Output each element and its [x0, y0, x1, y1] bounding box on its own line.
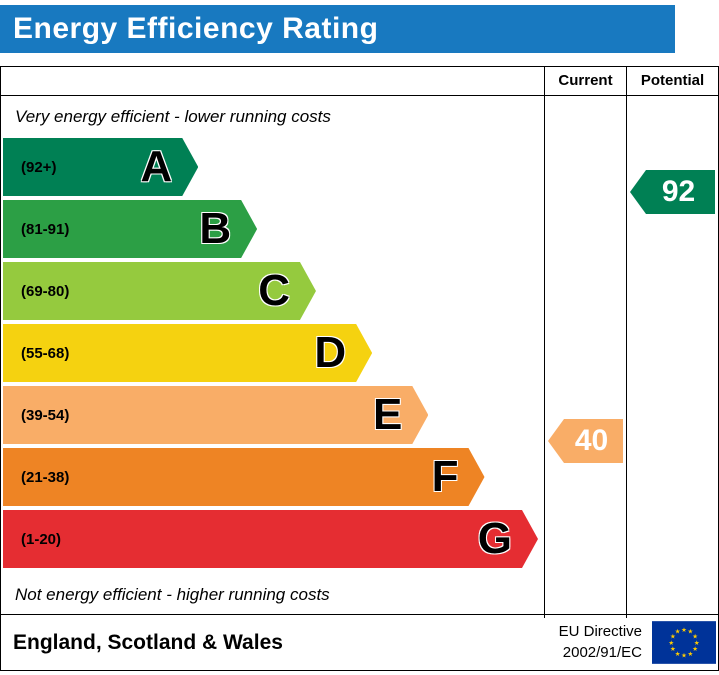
svg-text:★: ★: [694, 639, 700, 647]
current-indicator-area: 40: [545, 95, 626, 618]
top-note: Very energy efficient - lower running co…: [15, 107, 331, 126]
eu-directive-line2: 2002/91/EC: [562, 643, 642, 661]
eu-directive-line1: EU Directive: [558, 623, 642, 641]
band-letter: B: [199, 204, 232, 253]
svg-text:★: ★: [675, 628, 681, 636]
epc-band: (69-80) C: [3, 262, 316, 320]
band-range-label: (1-20): [21, 530, 62, 548]
svg-text:★: ★: [692, 645, 698, 653]
band-letter: D: [314, 328, 347, 377]
band-range-label: (21-38): [21, 468, 70, 486]
svg-text:★: ★: [675, 650, 681, 658]
band-range-label: (55-68): [21, 344, 70, 362]
current-value: 40: [574, 424, 609, 457]
potential-indicator-area: 92: [627, 95, 718, 618]
bands-column: Very energy efficient - lower running co…: [1, 67, 544, 618]
svg-text:★: ★: [668, 639, 674, 647]
svg-text:★: ★: [688, 628, 694, 636]
chart-grid: Very energy efficient - lower running co…: [1, 67, 718, 618]
svg-text:★: ★: [692, 632, 698, 640]
svg-text:★: ★: [688, 650, 694, 658]
potential-column: Potential 92: [626, 67, 718, 618]
band-range-label: (81-91): [21, 220, 70, 238]
bottom-note: Not energy efficient - higher running co…: [15, 585, 330, 604]
band-range-label: (92+): [21, 158, 57, 176]
band-range-label: (39-54): [21, 406, 70, 424]
svg-text:★: ★: [670, 645, 676, 653]
epc-band: (1-20) G: [3, 510, 538, 568]
energy-rating-chart: Very energy efficient - lower running co…: [0, 66, 719, 671]
svg-text:★: ★: [681, 626, 687, 634]
page-title: Energy Efficiency Rating: [13, 12, 379, 45]
band-letter: G: [477, 514, 512, 563]
epc-band: (81-91) B: [3, 200, 257, 258]
column-header-current: Current: [545, 67, 626, 96]
eu-flag-icon: ★ ★ ★ ★ ★ ★ ★ ★ ★ ★ ★ ★: [652, 621, 716, 664]
current-column: Current 40: [544, 67, 626, 618]
band-letter: C: [258, 266, 290, 315]
epc-band: (39-54) E: [3, 386, 428, 444]
eu-directive-text: EU Directive 2002/91/EC: [559, 622, 642, 663]
current-indicator: 40: [548, 419, 623, 463]
column-header-potential: Potential: [627, 67, 718, 96]
title-bar: Energy Efficiency Rating: [0, 5, 675, 53]
bands-list: (92+) A (81-91) B (69-80) C (55-68) D (3…: [1, 138, 544, 568]
epc-band: (55-68) D: [3, 324, 372, 382]
potential-value: 92: [661, 175, 696, 208]
bands-header-spacer: [1, 67, 544, 96]
svg-text:★: ★: [670, 632, 676, 640]
band-letter: A: [140, 142, 173, 191]
svg-text:★: ★: [681, 652, 687, 660]
potential-indicator: 92: [630, 170, 715, 214]
epc-band: (21-38) F: [3, 448, 485, 506]
band-letter: E: [372, 390, 403, 439]
band-range-label: (69-80): [21, 282, 70, 300]
band-letter: F: [431, 452, 459, 501]
epc-band: (92+) A: [3, 138, 198, 196]
region-label: England, Scotland & Wales: [13, 630, 283, 654]
footer: England, Scotland & Wales EU Directive 2…: [1, 614, 718, 670]
